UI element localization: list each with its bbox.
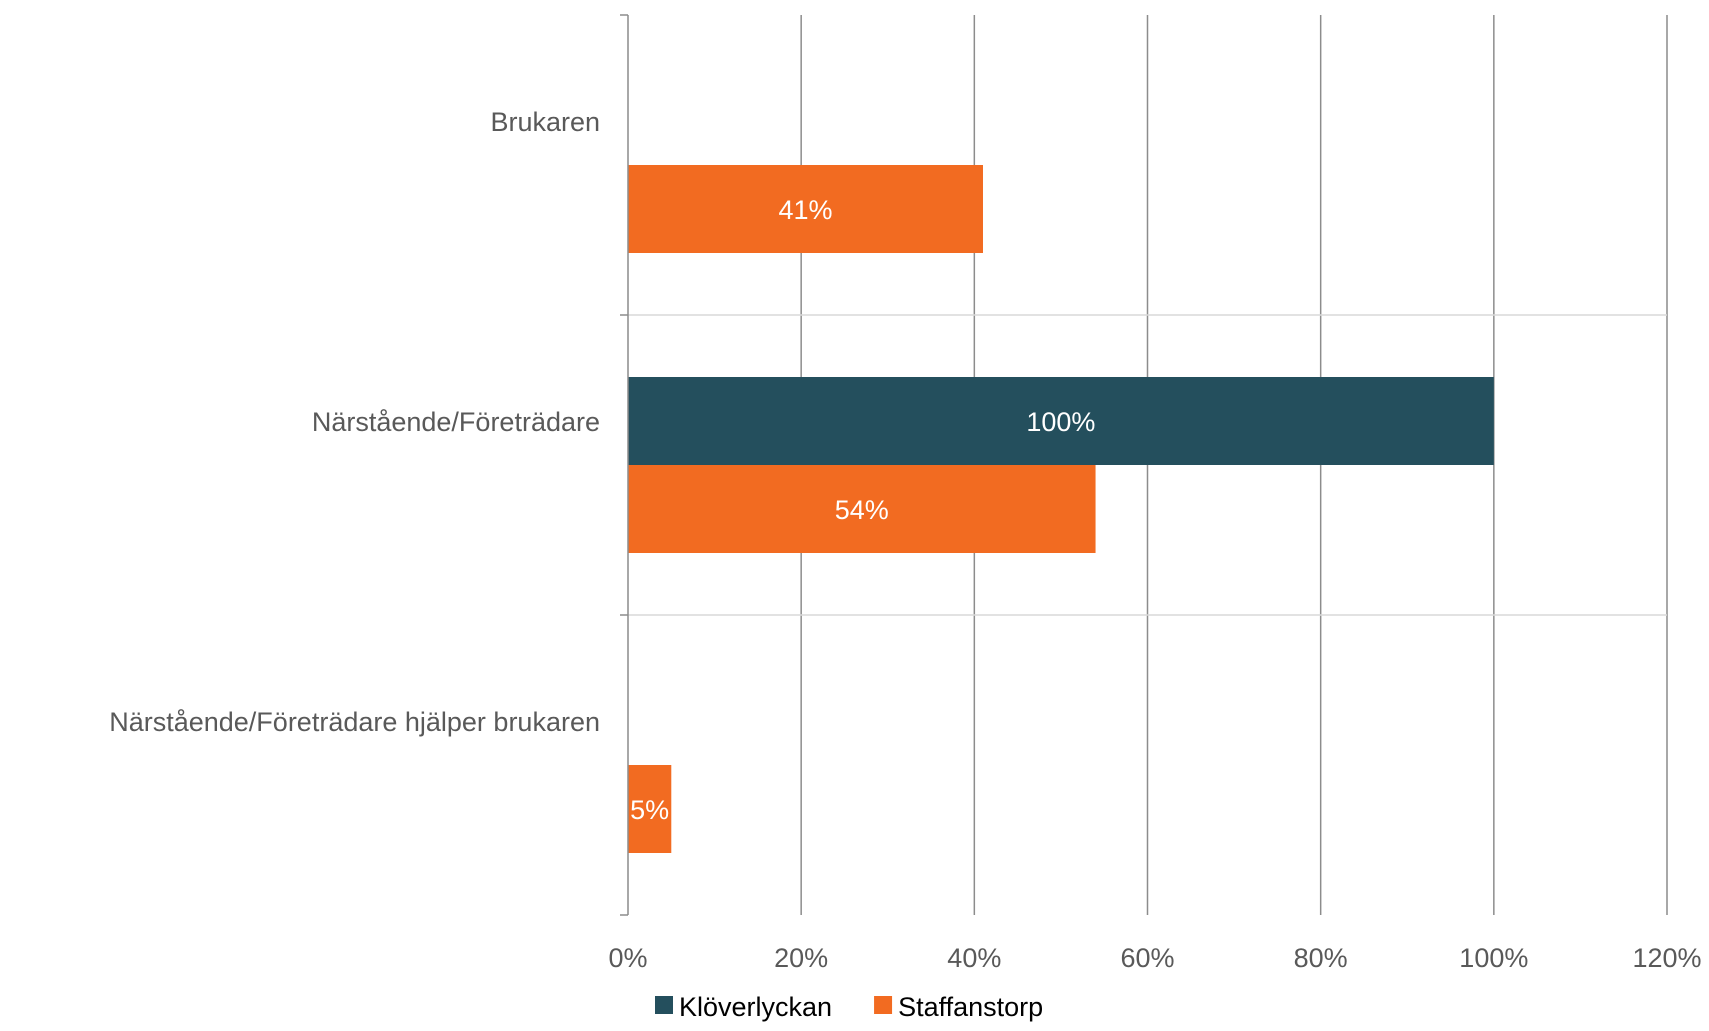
category-axis xyxy=(620,14,629,916)
bar-klöverlyckan xyxy=(628,377,1494,465)
category-label: Brukaren xyxy=(490,107,600,137)
x-tick-label: 120% xyxy=(1632,943,1701,973)
category-label: Närstående/Företrädare hjälper brukaren xyxy=(109,707,600,737)
data-label: 100% xyxy=(1026,407,1095,437)
bar-staffanstorp xyxy=(628,765,672,853)
category-labels: Brukaren Närstående/Företrädare Närstående… xyxy=(109,107,600,737)
x-tick-label: 60% xyxy=(1120,943,1174,973)
x-tick-label: 20% xyxy=(774,943,828,973)
legend-label: Staffanstorp xyxy=(898,992,1043,1022)
category-label: Närstående/Företrädare xyxy=(312,407,600,437)
x-tick-label: 100% xyxy=(1459,943,1528,973)
x-tick-label: 80% xyxy=(1294,943,1348,973)
data-label: 41% xyxy=(778,195,832,225)
legend-swatch xyxy=(655,996,673,1014)
bar-staffanstorp xyxy=(628,465,1096,553)
x-tick-labels: 0% 20% 40% 60% 80% 100% 120% xyxy=(608,943,1701,973)
legend: Klöverlyckan Staffanstorp xyxy=(655,992,1043,1022)
data-labels: 41% 100% 54% 5% xyxy=(630,195,1095,825)
legend-swatch xyxy=(874,996,893,1014)
data-label: 54% xyxy=(835,495,889,525)
data-label: 5% xyxy=(630,795,669,825)
x-tick-label: 0% xyxy=(608,943,647,973)
bar-staffanstorp xyxy=(628,165,983,253)
category-separators xyxy=(628,314,1667,616)
legend-label: Klöverlyckan xyxy=(679,992,832,1022)
x-tick-label: 40% xyxy=(947,943,1001,973)
bars xyxy=(628,165,1494,853)
